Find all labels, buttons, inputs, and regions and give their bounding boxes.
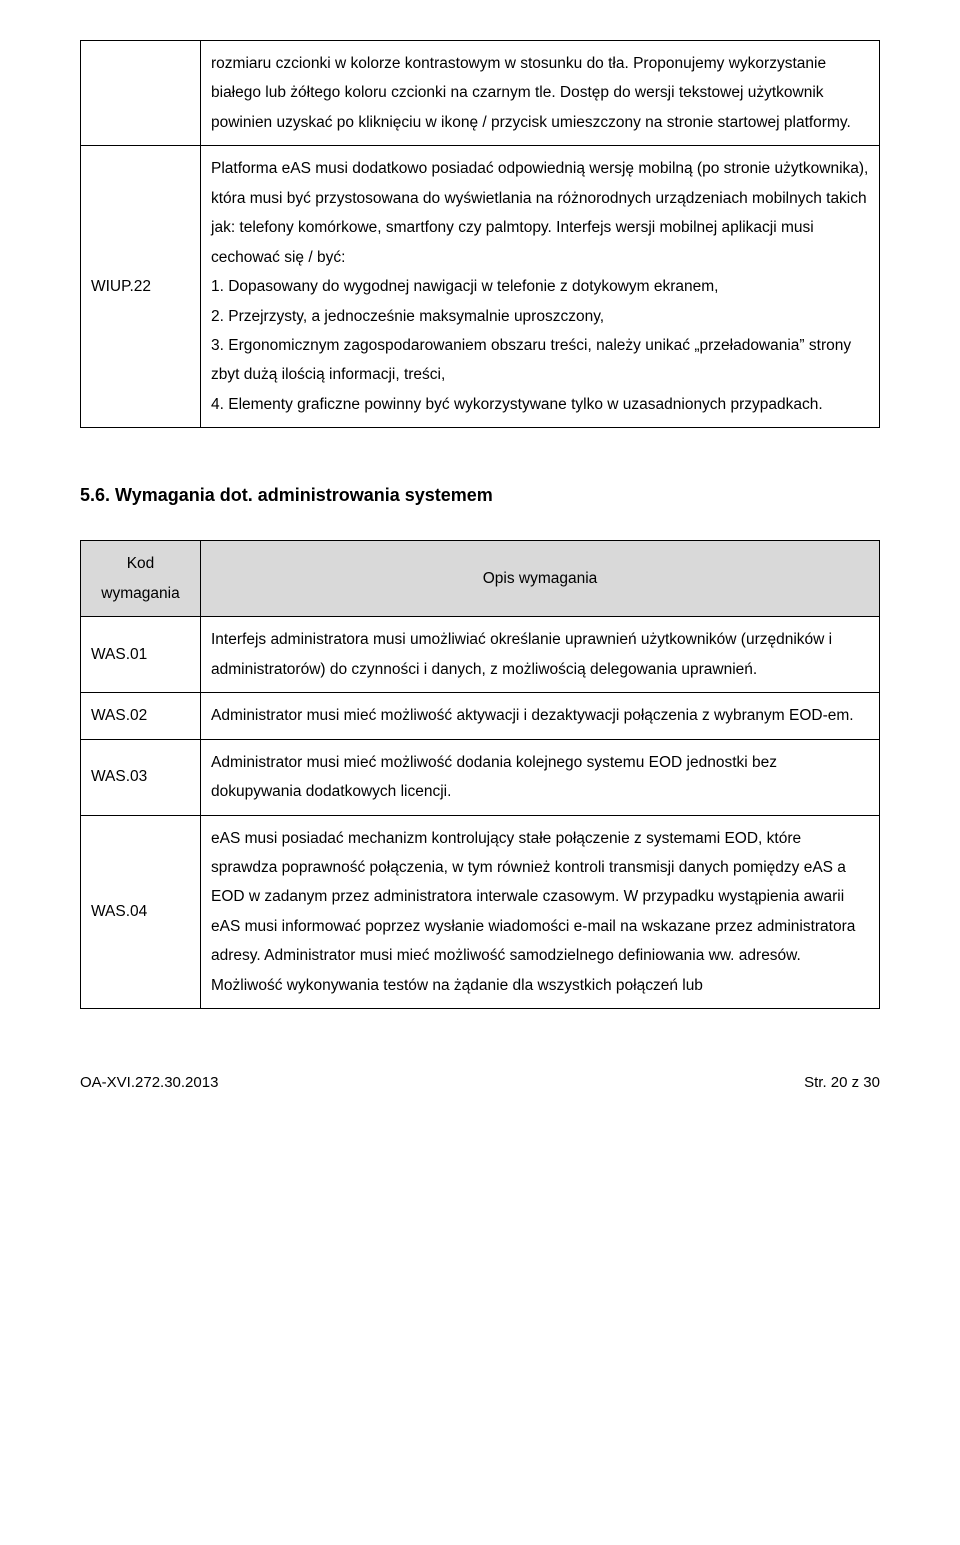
footer-doc-id: OA-XVI.272.30.2013 [80,1069,218,1098]
req-desc: Interfejs administratora musi umożliwiać… [201,617,880,693]
req-desc: Administrator musi mieć możliwość aktywa… [201,693,880,739]
table-header-row: Kod wymagania Opis wymagania [81,541,880,617]
table-row: WIUP.22 Platforma eAS musi dodatkowo pos… [81,146,880,428]
requirements-table-2: Kod wymagania Opis wymagania WAS.01 Inte… [80,540,880,1009]
req-desc: Platforma eAS musi dodatkowo posiadać od… [201,146,880,428]
req-code [81,41,201,146]
req-code: WIUP.22 [81,146,201,428]
header-code: Kod wymagania [81,541,201,617]
table-row: WAS.01 Interfejs administratora musi umo… [81,617,880,693]
req-code: WAS.02 [81,693,201,739]
req-desc: Administrator musi mieć możliwość dodani… [201,739,880,815]
requirements-table-1: rozmiaru czcionki w kolorze kontrastowym… [80,40,880,428]
table-row: WAS.03 Administrator musi mieć możliwość… [81,739,880,815]
footer-page-num: Str. 20 z 30 [804,1069,880,1098]
page-footer: OA-XVI.272.30.2013 Str. 20 z 30 [80,1069,880,1098]
table1-body: rozmiaru czcionki w kolorze kontrastowym… [81,41,880,428]
req-code: WAS.01 [81,617,201,693]
table2-body: WAS.01 Interfejs administratora musi umo… [81,617,880,1009]
table-row: rozmiaru czcionki w kolorze kontrastowym… [81,41,880,146]
table-row: WAS.02 Administrator musi mieć możliwość… [81,693,880,739]
req-code: WAS.03 [81,739,201,815]
table-row: WAS.04 eAS musi posiadać mechanizm kontr… [81,815,880,1009]
req-code: WAS.04 [81,815,201,1009]
req-desc: rozmiaru czcionki w kolorze kontrastowym… [201,41,880,146]
section-heading: 5.6. Wymagania dot. administrowania syst… [80,478,880,512]
header-desc: Opis wymagania [201,541,880,617]
req-desc: eAS musi posiadać mechanizm kontrolujący… [201,815,880,1009]
